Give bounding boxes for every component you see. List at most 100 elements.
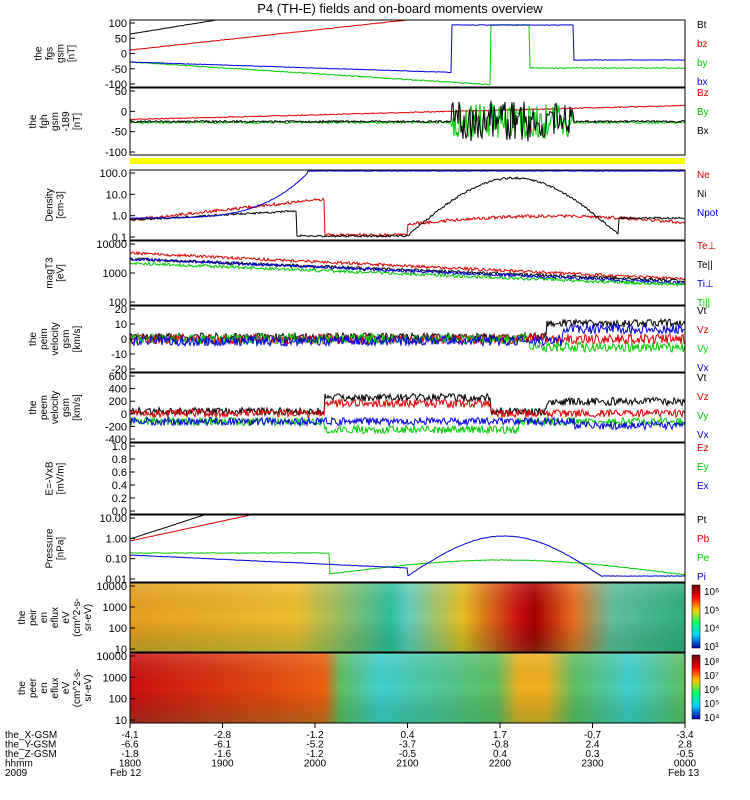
legend-density-2: Npot: [697, 208, 718, 219]
x-value: 0.4: [401, 730, 415, 741]
panel-temp: Te⊥ Te|| Ti⊥ Ti|| 10000 1000 100 magT3[eV]: [45, 239, 717, 309]
y-axis-label: E=-VxB[mV/m]: [45, 461, 67, 496]
y-tick-label: 10.00: [99, 513, 127, 525]
panel-frame: [129, 19, 686, 88]
legend-temp-2: Ti⊥: [697, 279, 714, 290]
y-tick-label: 20: [115, 304, 127, 316]
panel-fgh: Bz By Bx 50 0 -50 -100 thefghgsm-189[nT]: [28, 86, 709, 159]
x-value: -2.8: [214, 730, 232, 741]
series-ti-perp: [129, 256, 686, 285]
x-value: 2200: [489, 759, 512, 770]
legend-efield-2: Ex: [697, 481, 709, 492]
y-tick-label: 50: [115, 33, 127, 45]
y-tick-label: -10: [111, 349, 127, 361]
series-vx: [129, 415, 686, 432]
series-bt: [129, 19, 685, 35]
x-value: 0000: [674, 759, 697, 770]
panel-frame: [129, 305, 686, 373]
panel-pressure: Pt Pb Pe Pi 10.00 1.00 0.10 0.01 Pressure[nPa]: [45, 513, 710, 586]
y-axis-label: thepeemvelocitygsm[km/s]: [28, 391, 83, 424]
panel-frame: [129, 514, 686, 583]
y-axis-label: thefgsgsm[nT]: [34, 44, 78, 63]
y-tick-label: 10000: [96, 581, 127, 593]
y-axis-label: Density[cm-3]: [45, 188, 67, 221]
y-tick-label: 0: [121, 409, 127, 421]
series-vx: [129, 322, 686, 348]
panel-frame: [129, 442, 686, 515]
panel-peer: 10⁸ 10⁷ 10⁶ 10⁵ 10⁴ 10000 1000 100 10 thepeerenef…: [17, 651, 719, 727]
x-value: -6.6: [121, 740, 139, 751]
colorbar: [691, 584, 701, 649]
series-ne: [129, 197, 686, 238]
y-tick-label: -100: [105, 79, 127, 91]
panel-fgs: Bt bz by bx 100 50 0 -50 -100 thefgsgsm[nT]: [34, 18, 708, 91]
y-tick-label: 0.0: [112, 506, 127, 518]
legend-fgs-0: Bt: [697, 20, 707, 31]
colorbar-label: 10⁸: [704, 657, 719, 668]
y-tick-label: 10: [115, 319, 127, 331]
legend-peim-1: Vz: [697, 325, 709, 336]
x-value: -5.2: [306, 740, 324, 751]
y-axis-label: thepeerenefluxeV(cm^2-s-sr-eV): [17, 669, 94, 708]
y-tick-label: -400: [105, 434, 127, 446]
series-bx: [129, 24, 686, 74]
x-value: -0.5: [399, 749, 417, 760]
legend-peim-2: Vy: [697, 344, 708, 355]
legend-peem-3: Vx: [697, 430, 709, 441]
y-tick-label: 10.0: [106, 189, 127, 201]
panels: Btbzbybx100500-50-100thefgsgsm[nT]BzByBx…: [17, 18, 719, 727]
y-axis-label: magT3[eV]: [45, 257, 67, 289]
panel-efield: Ez Ey Ex 1.00.80.60.40.20.0 E=-VxB[mV/m]: [45, 441, 709, 518]
series-bx: [129, 100, 686, 142]
y-tick-label: 100: [109, 297, 127, 309]
x-value: -0.8: [491, 740, 509, 751]
colorbar-label: 10⁵: [704, 699, 719, 710]
y-tick-label: -100: [105, 147, 127, 159]
x-row-label: hhmm: [5, 759, 33, 770]
x-value: -0.7: [584, 730, 602, 741]
y-axis-label: thepeirenefluxeV(cm^2-s-sr-eV): [17, 598, 94, 637]
legend-peem-0: Vt: [697, 373, 707, 384]
x-value: 2100: [396, 759, 419, 770]
y-tick-label: 100: [109, 623, 127, 635]
legend-peim-0: Vt: [697, 306, 707, 317]
y-tick-label: 10000: [96, 651, 127, 663]
y-tick-label: -50: [111, 127, 127, 139]
y-axis-label: thefghgsm-189[nT]: [28, 111, 83, 131]
x-value: 2300: [581, 759, 604, 770]
colorbar-label: 10³: [704, 642, 719, 653]
panel-density: Ne Ni Npot 100.0 10.0 1.0 0.1 Density[cm-3]: [45, 168, 719, 244]
orbit-bar: [130, 158, 685, 164]
x-value: -1.8: [121, 749, 139, 760]
colorbar-label: 10⁵: [704, 605, 719, 616]
y-tick-label: 400: [109, 384, 127, 396]
spectrogram-shading: [130, 653, 685, 723]
x-value: 1.7: [493, 730, 507, 741]
x-value: -3.7: [399, 740, 417, 751]
series-pe: [129, 552, 686, 576]
figure-title: P4 (TH-E) fields and on-board moments ov…: [257, 1, 543, 16]
legend-pressure-2: Pe: [697, 553, 710, 564]
y-tick-label: 0.10: [106, 554, 127, 566]
y-tick-label: 0: [121, 334, 127, 346]
x-value: 0.4: [493, 749, 507, 760]
legend-pressure-1: Pb: [697, 534, 710, 545]
series-vz: [129, 397, 686, 420]
panel-frame: [129, 87, 686, 156]
colorbar-label: 10⁴: [704, 713, 719, 724]
y-tick-label: 1.0: [112, 211, 127, 223]
y-tick-label: 0: [121, 49, 127, 61]
colorbar-label: 10⁷: [704, 671, 719, 682]
date-start: Feb 12: [110, 768, 142, 779]
legend-fgs-3: bx: [697, 77, 708, 88]
x-value: -1.6: [214, 749, 232, 760]
series-vt: [129, 392, 686, 418]
y-tick-label: 1.0: [112, 441, 127, 453]
legend-fgh-1: By: [697, 107, 709, 118]
legend-efield-1: Ey: [697, 462, 709, 473]
y-tick-label: 0.2: [112, 493, 127, 505]
x-value: -6.1: [214, 740, 232, 751]
y-tick-label: 0: [121, 106, 127, 118]
